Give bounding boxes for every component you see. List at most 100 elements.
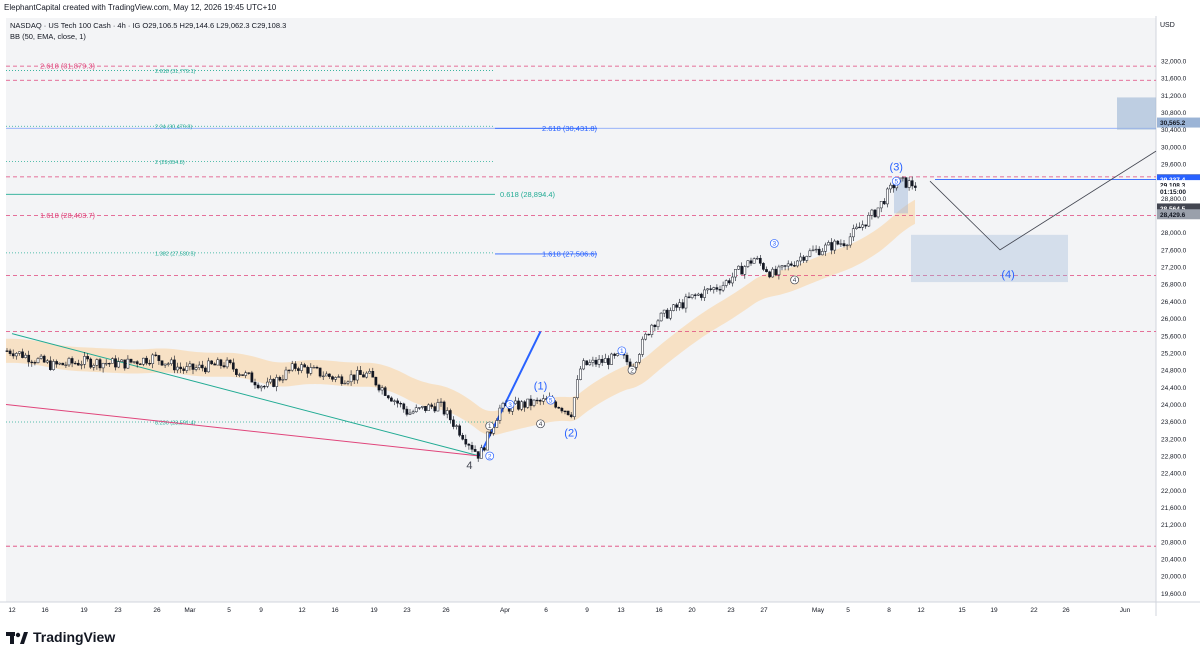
candle	[24, 352, 27, 359]
candle-body	[101, 362, 105, 369]
candle-body	[39, 355, 43, 359]
price-chart[interactable]: 19,600.0 20,000.0 20,400.0 20,800.0 21,200.0…	[0, 16, 1200, 616]
candle-body	[591, 359, 595, 363]
currency-label: USD	[1160, 22, 1175, 29]
candle	[706, 288, 709, 294]
wave-label: 1	[620, 348, 624, 355]
chart-area[interactable]: 19,600.0 20,000.0 20,400.0 20,800.0 21,200.0…	[0, 16, 1200, 616]
candle-body	[269, 378, 272, 383]
candle-body	[117, 361, 120, 368]
candle	[514, 396, 517, 405]
candle-body	[5, 350, 9, 352]
candle	[786, 260, 790, 271]
candle-body	[563, 410, 567, 413]
candle	[5, 348, 9, 352]
price-tag	[1157, 174, 1200, 185]
candle-body	[535, 399, 539, 402]
wave-circle	[505, 400, 515, 409]
candle-body	[309, 367, 313, 374]
candle-body	[650, 324, 654, 335]
candle-body	[777, 266, 781, 276]
candle	[445, 407, 449, 419]
wave-label: 1	[488, 423, 492, 430]
candle-body	[377, 384, 381, 391]
candle	[269, 375, 272, 385]
candle	[830, 238, 833, 255]
candle-body	[851, 228, 855, 238]
candle-body	[907, 180, 911, 188]
wave-circle	[769, 239, 779, 248]
candle-body	[259, 385, 263, 389]
candle-body	[312, 366, 316, 369]
candle-body	[235, 368, 238, 375]
candle	[253, 378, 257, 390]
price-tag	[1157, 186, 1200, 197]
candle	[278, 375, 282, 382]
wave-circle	[891, 176, 901, 186]
candle-body	[321, 375, 325, 378]
candle	[235, 368, 238, 377]
candle	[678, 298, 682, 311]
candle	[780, 265, 784, 271]
candle	[266, 377, 269, 389]
candle-body	[185, 366, 189, 371]
x-tick-label: 22	[1030, 607, 1038, 614]
candle-body	[616, 353, 620, 356]
candle-body	[836, 240, 840, 245]
candle	[374, 376, 378, 387]
candle-body	[383, 387, 387, 396]
candle-body	[594, 359, 598, 365]
candle	[805, 255, 809, 263]
candle	[889, 182, 892, 193]
candle-body	[303, 364, 306, 368]
x-tick-label: 8	[887, 607, 891, 614]
candle-body	[858, 226, 861, 229]
candle	[359, 366, 362, 375]
candle-body	[293, 363, 297, 369]
trend-line	[478, 331, 542, 457]
candle	[411, 409, 415, 415]
price-tag-label: 30,565.2	[1160, 120, 1186, 127]
candle-body	[86, 356, 89, 360]
y-tick-label: 30,400.0	[1161, 127, 1187, 134]
y-tick-label: 27,200.0	[1161, 265, 1187, 272]
candle	[634, 361, 638, 371]
y-tick-label: 31,600.0	[1161, 76, 1187, 83]
candle-body	[436, 402, 440, 412]
candle-body	[374, 376, 378, 386]
candle-body	[197, 364, 201, 368]
candle-body	[14, 353, 18, 357]
candle	[191, 363, 195, 375]
candle-body	[876, 207, 880, 218]
y-tick-label: 20,000.0	[1161, 574, 1187, 581]
candle	[709, 285, 713, 292]
candle	[262, 385, 266, 390]
candle	[129, 358, 133, 364]
x-tick-label: 23	[114, 607, 122, 614]
price-tag	[1157, 117, 1200, 128]
footer-brand[interactable]: TradingView	[6, 628, 115, 646]
candle	[882, 198, 886, 205]
candle-body	[517, 400, 520, 410]
candle-body	[892, 184, 895, 189]
wave-label: 3	[772, 241, 776, 248]
candle-body	[597, 358, 601, 365]
candle-body	[789, 263, 793, 266]
candle-body	[886, 188, 889, 205]
channel-line	[11, 333, 480, 457]
candle-body	[306, 366, 310, 374]
candle-body	[569, 414, 573, 417]
candle	[613, 352, 616, 359]
candle-body	[386, 395, 390, 399]
candle-body	[793, 265, 796, 267]
candle-body	[219, 359, 223, 366]
candle	[520, 400, 523, 412]
wave-label: 5	[894, 178, 898, 185]
candle	[557, 406, 561, 409]
candle	[49, 356, 52, 371]
candle	[55, 359, 58, 368]
fib-level-label: 1.382 (27,530.5)	[155, 251, 196, 257]
candle	[796, 260, 799, 268]
candle	[569, 412, 573, 419]
candle-body	[665, 309, 669, 319]
